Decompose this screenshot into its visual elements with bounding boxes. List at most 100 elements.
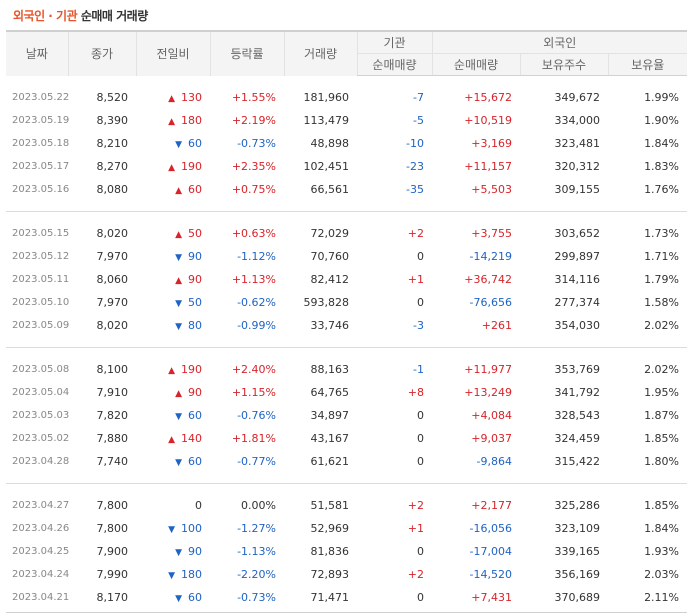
- foreign-ratio-cell: 1.85%: [644, 499, 680, 512]
- rate-cell: -1.13%: [237, 545, 276, 558]
- change-value: 90: [188, 545, 202, 558]
- change-cell: ▼ 60: [136, 586, 210, 609]
- change-cell: ▼ 100: [136, 517, 210, 540]
- change-value: 50: [188, 227, 202, 240]
- col-header-foreign-ratio: 보유율: [607, 53, 688, 76]
- change-value: 0: [195, 499, 202, 512]
- table-row: 2023.04.21 8,170 ▼ 60 -0.73% 71,471 0 +7,431 370…: [6, 586, 687, 609]
- col-header-date: 날짜: [6, 30, 68, 76]
- foreign-ratio-cell: 2.02%: [644, 363, 680, 376]
- rate-cell: 0.00%: [241, 499, 276, 512]
- table-row: 2023.05.11 8,060 ▲ 90 +1.13% 82,412 +1 +36,742 3…: [6, 268, 687, 291]
- foreign-net-cell: +13,249: [464, 386, 512, 399]
- rate-cell: -1.27%: [237, 522, 276, 535]
- volume-cell: 102,451: [303, 160, 350, 173]
- change-cell: ▲ 50: [136, 222, 210, 245]
- date-cell: 2023.05.18: [12, 138, 70, 149]
- foreign-holdings-cell: 356,169: [554, 568, 601, 581]
- inst-net-cell: +8: [407, 386, 424, 399]
- volume-cell: 88,163: [310, 363, 350, 376]
- close-cell: 7,880: [96, 432, 129, 445]
- rate-cell: -0.73%: [237, 137, 276, 150]
- rate-cell: -0.77%: [237, 455, 276, 468]
- date-cell: 2023.05.08: [12, 364, 70, 375]
- change-value: 190: [181, 363, 202, 376]
- close-cell: 8,390: [96, 114, 129, 127]
- table-row: 2023.04.26 7,800 ▼ 100 -1.27% 52,969 +1 -16,056…: [6, 517, 687, 540]
- close-cell: 7,740: [96, 455, 129, 468]
- foreign-holdings-cell: 349,672: [554, 91, 601, 104]
- table-row: 2023.05.03 7,820 ▼ 60 -0.76% 34,897 0 +4,084 328…: [6, 404, 687, 427]
- change-cell: ▲ 90: [136, 268, 210, 291]
- rate-cell: -2.20%: [237, 568, 276, 581]
- inst-net-cell: 0: [417, 545, 424, 558]
- volume-cell: 72,893: [310, 568, 350, 581]
- change-value: 60: [188, 455, 202, 468]
- foreign-holdings-cell: 315,422: [554, 455, 601, 468]
- table-row: 2023.04.25 7,900 ▼ 90 -1.13% 81,836 0 -17,004 33…: [6, 540, 687, 563]
- date-cell: 2023.05.10: [12, 297, 70, 308]
- title-investors: 외국인 · 기관: [13, 9, 78, 23]
- table-row: 2023.05.18 8,210 ▼ 60 -0.73% 48,898 -10 +3,169 3…: [6, 132, 687, 155]
- foreign-ratio-cell: 1.79%: [644, 273, 680, 286]
- rate-cell: +2.35%: [231, 160, 276, 173]
- foreign-net-cell: +36,742: [464, 273, 512, 286]
- inst-net-cell: -23: [406, 160, 424, 173]
- change-value: 180: [181, 114, 202, 127]
- close-cell: 8,520: [96, 91, 129, 104]
- title-net-volume: 순매매 거래량: [80, 9, 148, 23]
- up-triangle-icon: ▲: [175, 230, 182, 240]
- table-row: 2023.05.04 7,910 ▲ 90 +1.15% 64,765 +8 +13,249 3…: [6, 381, 687, 404]
- down-triangle-icon: ▼: [175, 458, 182, 468]
- date-cell: 2023.05.02: [12, 433, 70, 444]
- foreign-holdings-cell: 328,543: [554, 409, 601, 422]
- close-cell: 8,170: [96, 591, 129, 604]
- volume-cell: 48,898: [310, 137, 350, 150]
- table-row: 2023.05.08 8,100 ▲ 190 +2.40% 88,163 -1 +11,977…: [6, 358, 687, 381]
- close-cell: 7,970: [96, 296, 129, 309]
- inst-net-cell: +2: [407, 499, 424, 512]
- foreign-holdings-cell: 354,030: [554, 319, 601, 332]
- change-value: 90: [188, 250, 202, 263]
- volume-cell: 81,836: [310, 545, 350, 558]
- foreign-ratio-cell: 1.83%: [644, 160, 680, 173]
- table-row: 2023.05.22 8,520 ▲ 130 +1.55% 181,960 -7 +15,67…: [6, 86, 687, 109]
- date-cell: 2023.04.25: [12, 546, 70, 557]
- volume-cell: 70,760: [310, 250, 350, 263]
- foreign-ratio-cell: 2.03%: [644, 568, 680, 581]
- foreign-holdings-cell: 314,116: [554, 273, 601, 286]
- foreign-net-cell: -9,864: [476, 455, 512, 468]
- foreign-net-cell: -14,520: [469, 568, 512, 581]
- change-cell: ▲ 140: [136, 427, 210, 450]
- up-triangle-icon: ▲: [168, 435, 175, 445]
- foreign-ratio-cell: 1.85%: [644, 432, 680, 445]
- change-value: 50: [188, 296, 202, 309]
- rate-cell: +1.55%: [231, 91, 276, 104]
- volume-cell: 82,412: [310, 273, 350, 286]
- inst-net-cell: 0: [417, 250, 424, 263]
- table-row: 2023.05.16 8,080 ▲ 60 +0.75% 66,561 -35 +5,503 3…: [6, 178, 687, 201]
- volume-cell: 66,561: [310, 183, 350, 196]
- group-spacer: [6, 76, 687, 87]
- volume-cell: 72,029: [310, 227, 350, 240]
- rate-cell: +0.75%: [231, 183, 276, 196]
- foreign-ratio-cell: 1.99%: [644, 91, 680, 104]
- inst-net-cell: +2: [407, 227, 424, 240]
- close-cell: 7,910: [96, 386, 129, 399]
- inst-net-cell: -7: [413, 91, 424, 104]
- col-header-close: 종가: [67, 30, 136, 76]
- col-header-rate: 등락률: [209, 30, 284, 76]
- change-value: 80: [188, 319, 202, 332]
- date-cell: 2023.05.17: [12, 161, 70, 172]
- col-header-foreign-holdings: 보유주수: [519, 53, 608, 76]
- down-triangle-icon: ▼: [175, 548, 182, 558]
- change-cell: ▼ 90: [136, 540, 210, 563]
- foreign-ratio-cell: 1.76%: [644, 183, 680, 196]
- close-cell: 8,270: [96, 160, 129, 173]
- date-cell: 2023.05.16: [12, 184, 70, 195]
- rate-cell: -0.73%: [237, 591, 276, 604]
- col-header-foreign-net: 순매매량: [431, 53, 520, 76]
- foreign-ratio-cell: 2.02%: [644, 319, 680, 332]
- date-cell: 2023.04.21: [12, 592, 70, 603]
- change-cell: ▼ 90: [136, 245, 210, 268]
